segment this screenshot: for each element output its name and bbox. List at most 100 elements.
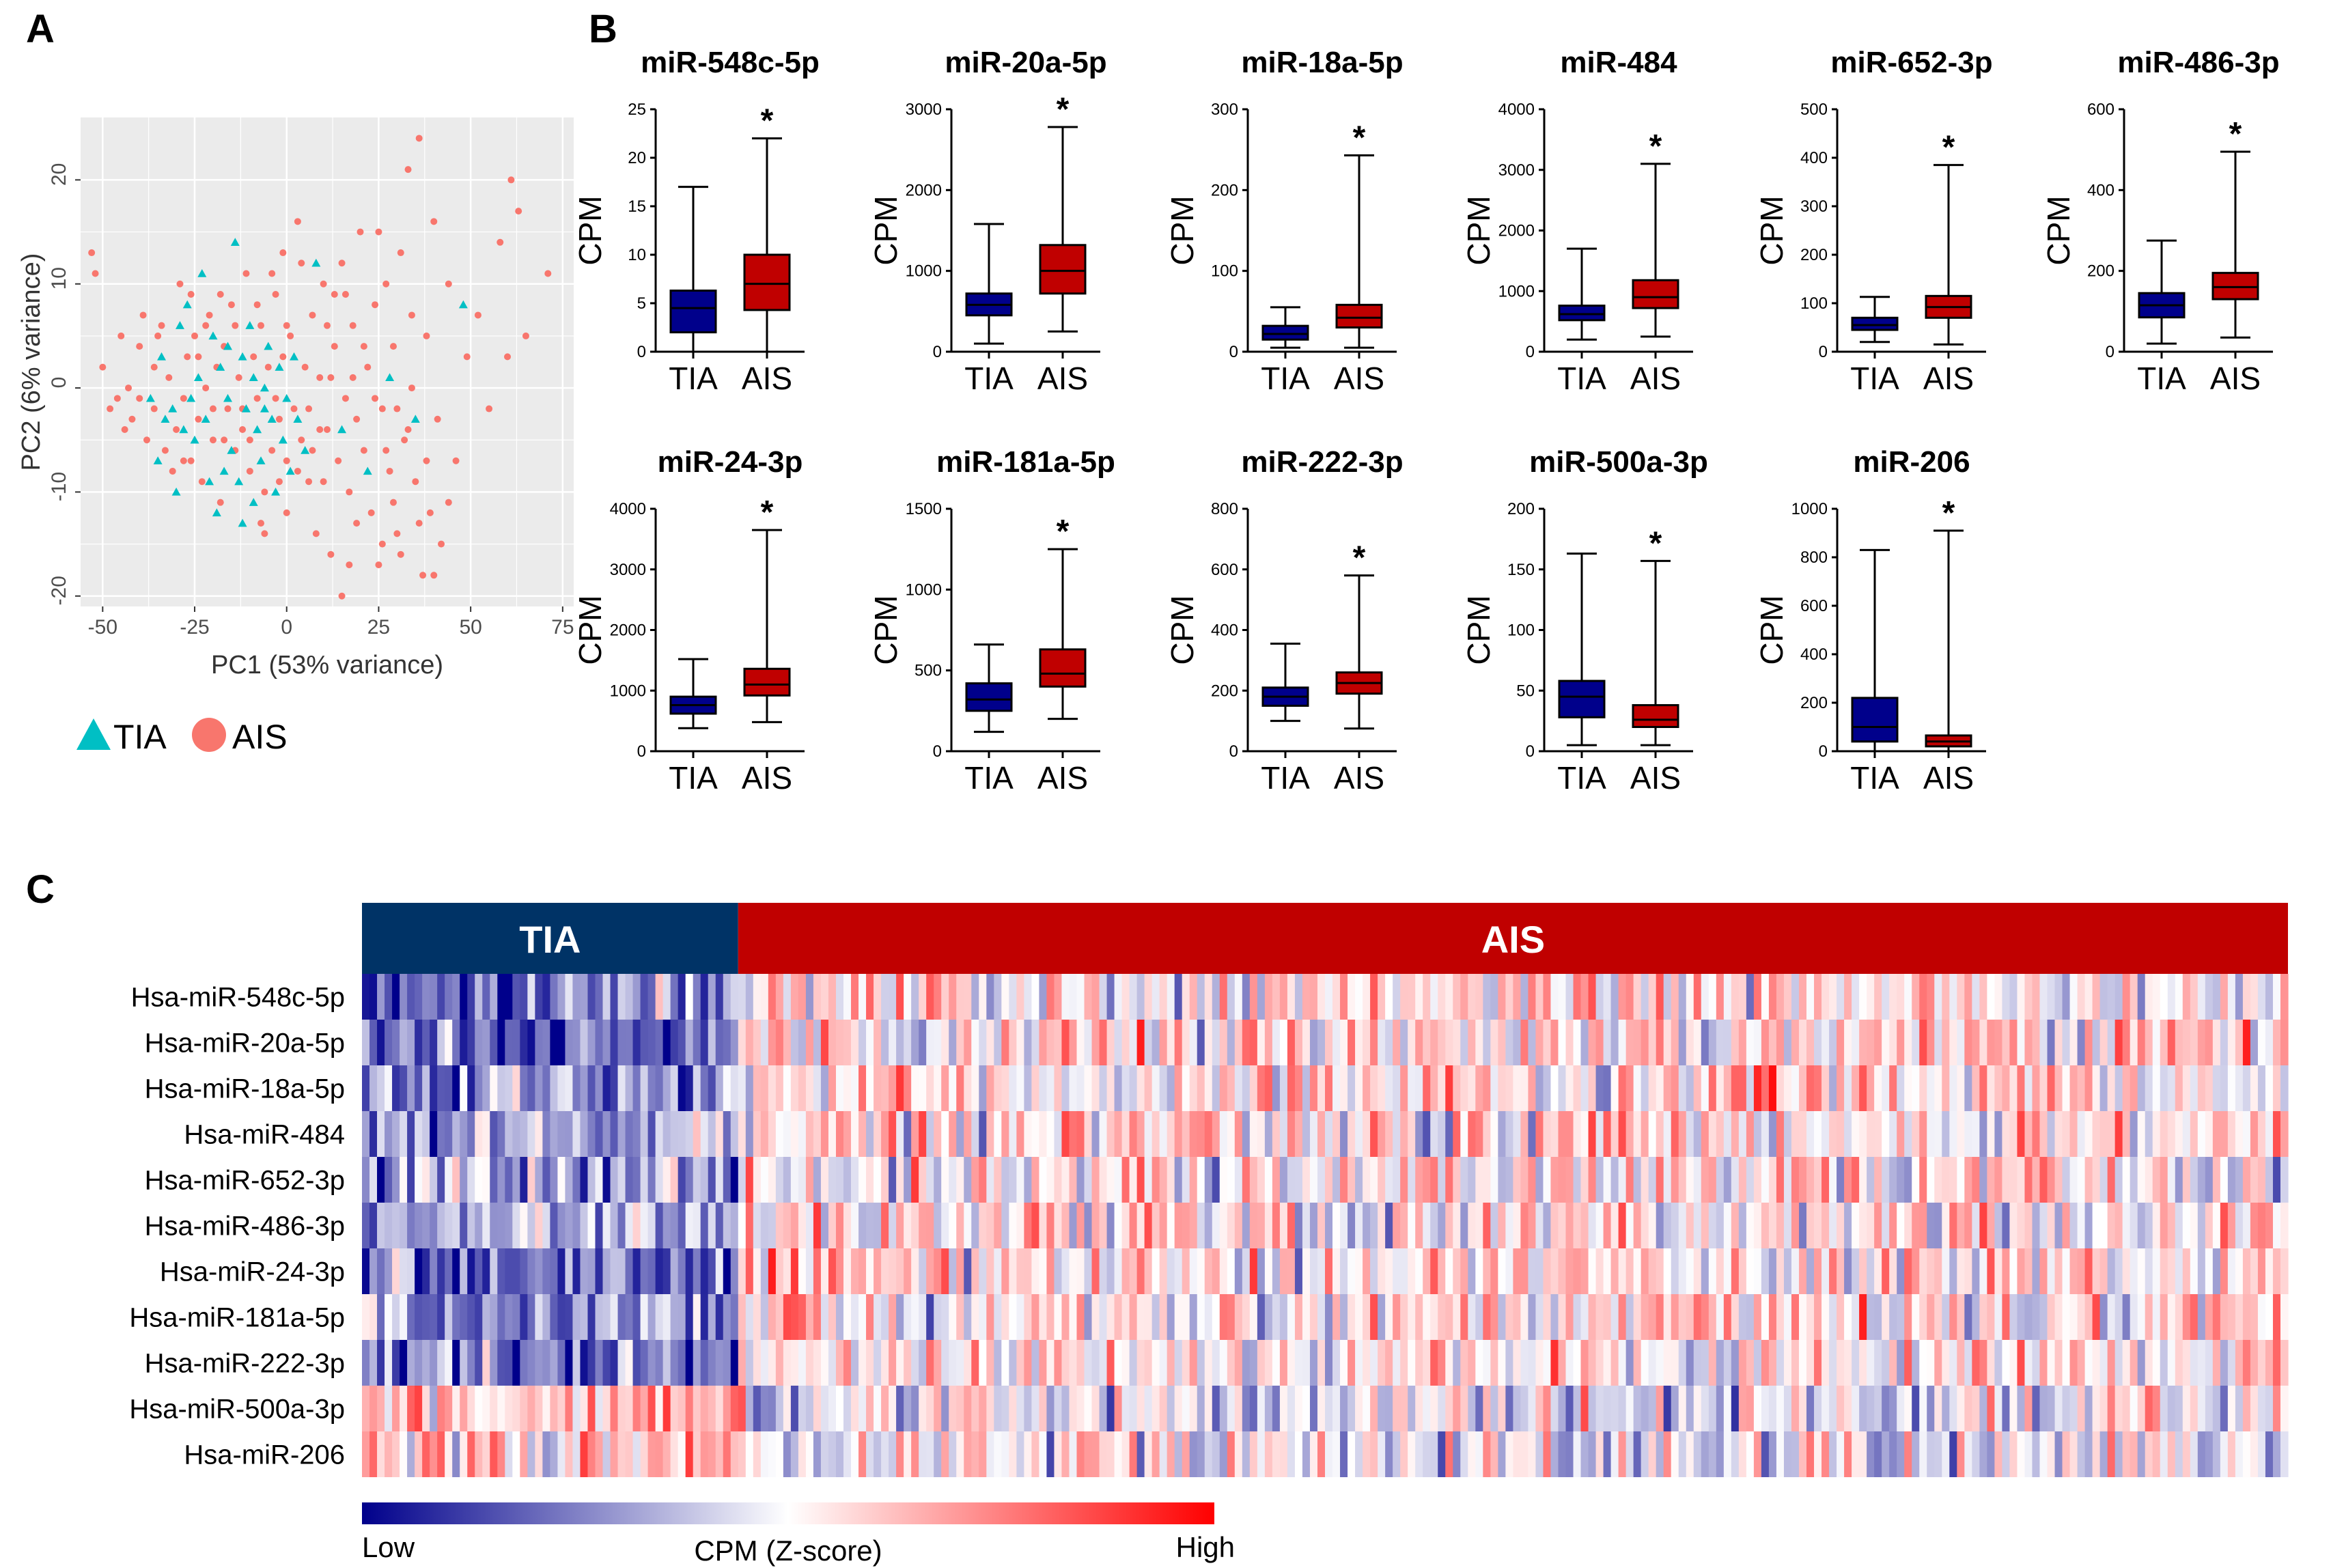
heatmap-cell	[1859, 974, 1867, 1020]
heatmap-cell	[775, 1294, 784, 1340]
heatmap-cell	[1837, 1431, 1845, 1477]
heatmap-cell	[2280, 1111, 2289, 1157]
heatmap-cell	[460, 1340, 468, 1386]
heatmap-cell	[1821, 1203, 1830, 1248]
heatmap-cell	[1979, 1203, 1987, 1248]
heatmap-cell	[1174, 1431, 1183, 1477]
heatmap-cell	[1272, 1386, 1281, 1431]
heatmap-cell	[1408, 1294, 1416, 1340]
heatmap-cell	[1430, 1111, 1438, 1157]
heatmap-cell	[1821, 1111, 1830, 1157]
heatmap-cell	[760, 1294, 769, 1340]
heatmap-cell	[1475, 1386, 1483, 1431]
heatmap-cell	[460, 1294, 468, 1340]
ais-point	[191, 332, 199, 339]
heatmap-cell	[745, 1386, 754, 1431]
heatmap-cell	[1625, 1340, 1634, 1386]
heatmap-cell	[1897, 1294, 1905, 1340]
heatmap-cell	[1016, 1294, 1024, 1340]
heatmap-cell	[2182, 1065, 2191, 1111]
pca-x-tick-label: -25	[180, 616, 209, 639]
heatmap-cell	[1746, 1294, 1755, 1340]
heatmap-cell	[1761, 1340, 1770, 1386]
heatmap-cell	[1535, 1157, 1544, 1203]
pca-x-tick-label: 75	[551, 616, 574, 639]
heatmap-cell	[1738, 1294, 1747, 1340]
heatmap-cell	[1776, 1111, 1785, 1157]
boxplot-y-tick-label: 0	[1526, 343, 1535, 361]
heatmap-cell	[1701, 1065, 1709, 1111]
heatmap-cell	[738, 1386, 746, 1431]
ais-point	[209, 405, 217, 412]
heatmap-cell	[1520, 1294, 1529, 1340]
heatmap-cell	[889, 1065, 897, 1111]
heatmap-cell	[1084, 1294, 1093, 1340]
heatmap-cell	[647, 1294, 656, 1340]
heatmap-cell	[542, 1203, 550, 1248]
heatmap-cell	[1069, 974, 1078, 1020]
heatmap-cell	[1363, 1431, 1371, 1477]
heatmap-cell	[2242, 1340, 2251, 1386]
heatmap-cell	[1076, 1065, 1085, 1111]
heatmap-cell	[1227, 1248, 1236, 1294]
heatmap-cell	[866, 974, 874, 1020]
ais-point	[353, 520, 361, 527]
heatmap-cell	[1348, 1340, 1356, 1386]
heatmap-cell	[602, 1294, 611, 1340]
heatmap-cell	[2002, 1157, 2011, 1203]
heatmap-cell	[1031, 1111, 1040, 1157]
ais-point	[173, 426, 180, 434]
heatmap-cell	[2084, 1065, 2093, 1111]
heatmap-cell	[1625, 1431, 1634, 1477]
ais-point	[463, 353, 471, 361]
heatmap-cell	[1272, 1203, 1281, 1248]
heatmap-cell	[1355, 1111, 1363, 1157]
heatmap-cell	[1302, 1020, 1311, 1065]
heatmap-cell	[1678, 1203, 1687, 1248]
heatmap-cell	[866, 1248, 874, 1294]
heatmap-cell	[572, 1386, 581, 1431]
heatmap-cell	[2272, 1020, 2281, 1065]
heatmap-cell	[1723, 1386, 1732, 1431]
heatmap-cell	[1016, 1248, 1024, 1294]
heatmap-cell	[1091, 1294, 1100, 1340]
heatmap-cell	[1904, 1431, 1912, 1477]
heatmap-cell	[2077, 1294, 2086, 1340]
heatmap-cell	[2220, 1431, 2229, 1477]
ais-point	[346, 561, 353, 569]
heatmap-cell	[1821, 1157, 1830, 1203]
heatmap-cell	[1363, 1294, 1371, 1340]
heatmap-cell	[1731, 1203, 1740, 1248]
heatmap-cell	[1618, 1020, 1627, 1065]
heatmap-cell	[430, 1431, 438, 1477]
ais-point	[504, 353, 512, 361]
heatmap-cell	[1438, 1386, 1446, 1431]
heatmap-cell	[362, 1294, 370, 1340]
heatmap-cell	[1084, 1386, 1093, 1431]
heatmap-cell	[2017, 1111, 2026, 1157]
heatmap-cell	[715, 974, 724, 1020]
heatmap-cell	[2002, 1340, 2011, 1386]
heatmap-cell	[700, 974, 709, 1020]
heatmap-cell	[662, 1294, 671, 1340]
heatmap-cell	[874, 1340, 882, 1386]
heatmap-cell	[415, 1248, 423, 1294]
heatmap-cell	[1114, 1340, 1123, 1386]
heatmap-cell	[1783, 1294, 1792, 1340]
heatmap-cell	[1257, 1431, 1266, 1477]
heatmap-cell	[881, 1020, 889, 1065]
heatmap-cell	[813, 1340, 822, 1386]
heatmap-cell	[542, 1294, 550, 1340]
heatmap-cell	[1242, 1340, 1251, 1386]
boxplot-category-ais: AIS	[1923, 760, 1974, 796]
heatmap-cell	[1565, 1157, 1574, 1203]
heatmap-cell	[828, 1340, 837, 1386]
heatmap-cell	[1543, 1203, 1552, 1248]
heatmap-cell	[805, 1157, 814, 1203]
heatmap-cell	[1912, 1294, 1920, 1340]
heatmap-cell	[678, 1065, 686, 1111]
heatmap-cell	[1633, 1340, 1642, 1386]
heatmap-cell	[1708, 974, 1717, 1020]
heatmap-cell	[2220, 1248, 2229, 1294]
heatmap-cell	[580, 1020, 589, 1065]
